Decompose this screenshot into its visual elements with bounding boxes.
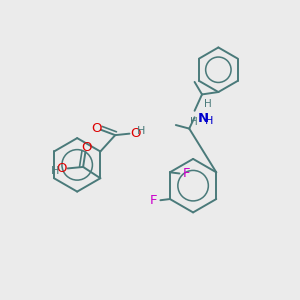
- Text: H: H: [204, 99, 212, 109]
- Text: N: N: [198, 112, 209, 125]
- Text: H: H: [137, 126, 146, 136]
- Text: O: O: [81, 141, 92, 154]
- Text: H: H: [51, 167, 60, 176]
- Text: F: F: [183, 167, 190, 180]
- Text: O: O: [92, 122, 102, 135]
- Text: O: O: [56, 162, 67, 175]
- Text: H: H: [190, 117, 198, 127]
- Text: O: O: [130, 127, 141, 140]
- Text: F: F: [149, 194, 157, 207]
- Text: H: H: [204, 116, 213, 126]
